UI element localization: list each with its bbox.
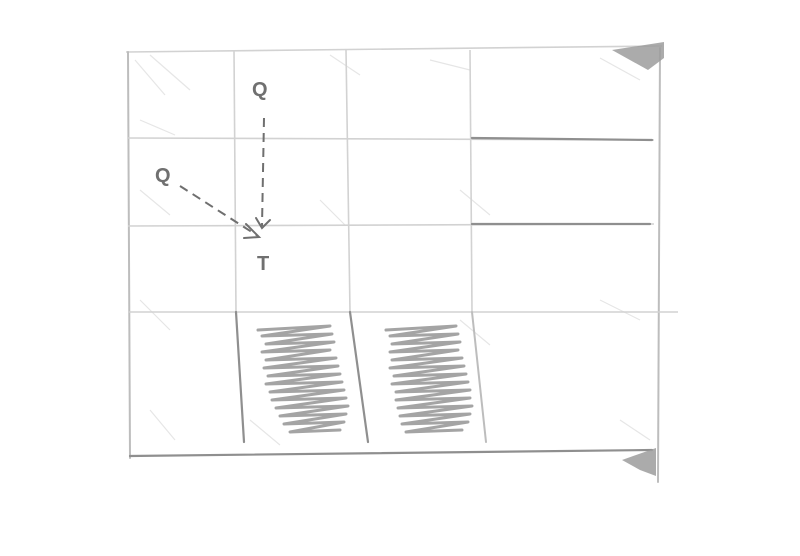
- frame-left: [127, 51, 131, 459]
- col-line-3b: [471, 311, 487, 443]
- frame-bottom: [128, 448, 654, 458]
- col-line-2b: [348, 310, 370, 444]
- scribble-block-right: [384, 324, 474, 434]
- edge-q2-to-t: [179, 185, 262, 239]
- top-right-smudge: [612, 42, 664, 70]
- grid: [125, 45, 678, 483]
- node-label-q-left: Q: [155, 165, 171, 187]
- frame-right: [657, 47, 661, 483]
- background-sketch-noise: [134, 54, 651, 446]
- bottom-right-smudge: [622, 448, 656, 476]
- node-label-t: T: [257, 253, 269, 275]
- col-line-2: [345, 49, 351, 313]
- frame-top: [125, 45, 663, 53]
- edge-q1-to-t: [255, 117, 271, 230]
- corner-smudges: [612, 42, 664, 476]
- col-line-3: [469, 49, 473, 313]
- col-line-1: [233, 49, 237, 313]
- scribble-block-left: [256, 324, 350, 434]
- node-label-q-top: Q: [252, 79, 268, 101]
- col-line-1b: [234, 310, 246, 444]
